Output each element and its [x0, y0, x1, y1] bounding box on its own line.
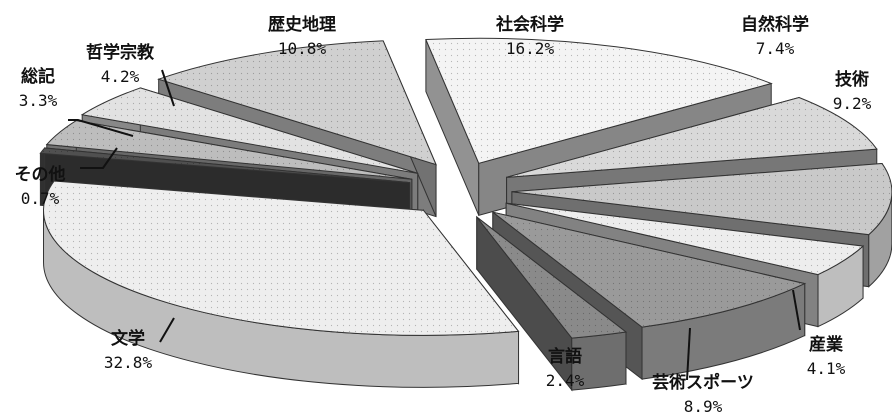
slice-label: 芸術スポーツ [652, 372, 754, 393]
slice-label: 文学 [111, 328, 145, 349]
leader-line [686, 327, 691, 381]
slice-value-label: 16.2% [506, 39, 555, 58]
slice-value-label: 32.8% [104, 353, 153, 372]
slice-value-label: 10.8% [278, 39, 327, 58]
slice-label: その他 [15, 164, 66, 185]
slice-label: 哲学宗教 [86, 42, 155, 63]
slice-value-label: 7.4% [756, 39, 795, 58]
leader-line [68, 119, 134, 137]
slice-value-label: 9.2% [833, 94, 872, 113]
slice-value-label: 3.3% [19, 91, 58, 110]
slice-label: 社会科学 [495, 14, 564, 35]
slice-value-label: 4.1% [807, 359, 846, 378]
leader-line [80, 147, 118, 169]
slice-value-label: 0.7% [21, 189, 60, 208]
leader-line [159, 317, 175, 343]
slice-label: 歴史地理 [268, 14, 336, 35]
leader-line [161, 69, 175, 107]
leader-line [792, 289, 801, 331]
slice-label: 産業 [809, 334, 843, 355]
slice-label: 総記 [21, 66, 55, 87]
slice-value-label: 2.4% [546, 371, 585, 390]
pie-slice [476, 215, 628, 392]
slice-label: 言語 [548, 346, 582, 367]
slice-label: 自然科学 [741, 14, 809, 35]
slice-value-label: 4.2% [101, 67, 140, 86]
pie-slice [43, 180, 520, 388]
slice-value-label: 8.9% [684, 397, 723, 416]
slice-label: 技術 [835, 69, 869, 90]
